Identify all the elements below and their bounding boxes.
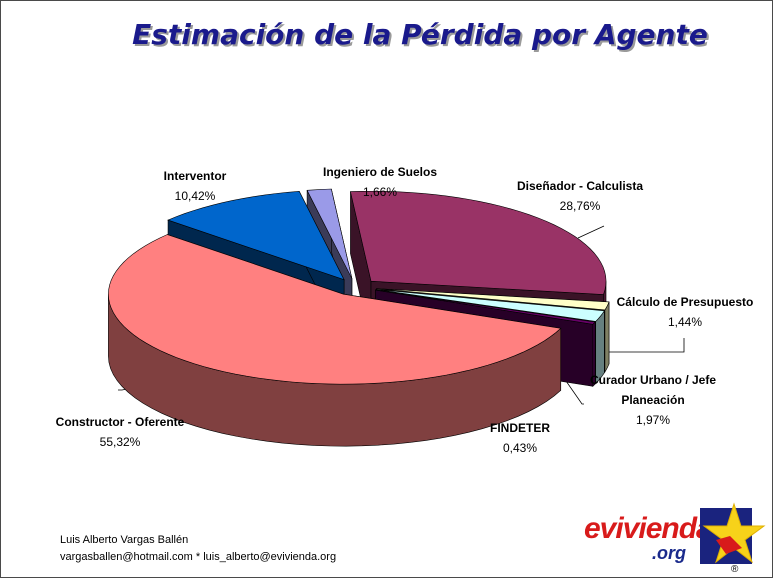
label-findeter: FINDETER 0,43% <box>490 421 550 455</box>
logo-name: evivienda <box>584 512 713 545</box>
logo-suffix: .org <box>652 543 686 563</box>
label-ingeniero-de-suelos: Ingeniero de Suelos 1,66% <box>322 165 438 199</box>
slice-constructor-oferente <box>108 234 562 447</box>
star-logo-icon <box>700 502 766 564</box>
label-calculo-de-presupuesto: Cálculo de Presupuesto 1,44% <box>616 295 754 329</box>
label-curador-urbano: Curador Urbano / Jefe Planeación 1,97% <box>589 373 717 427</box>
chart-title: Estimación de la Pérdida por Agente <box>132 18 708 51</box>
pie-slices <box>108 188 610 447</box>
footer-author: Luis Alberto Vargas Ballén <box>60 534 189 546</box>
label-interventor: Interventor 10,42% <box>163 169 227 203</box>
footer: Luis Alberto Vargas Ballén vargasballen@… <box>60 532 336 566</box>
label-disenador-calculista: Diseñador - Calculista 28,76% <box>516 179 644 213</box>
leader-line-2 <box>577 225 605 239</box>
registered-mark: ® <box>731 564 739 575</box>
label-constructor-oferente: Constructor - Oferente 55,32% <box>55 415 185 449</box>
footer-emails: vargasballen@hotmail.com * luis_alberto@… <box>60 551 337 563</box>
